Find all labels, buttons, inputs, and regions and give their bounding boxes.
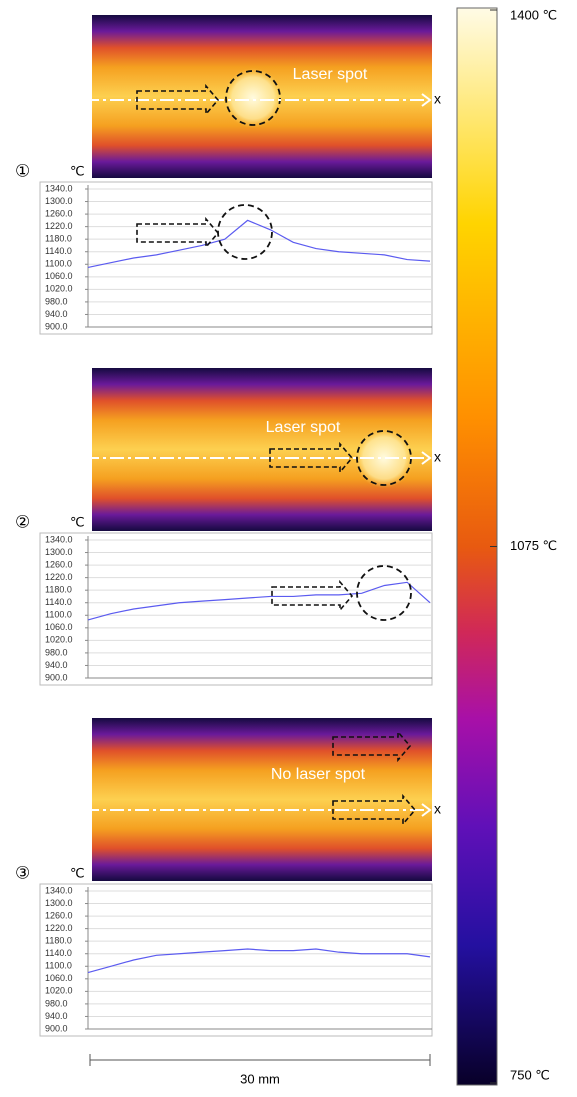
y-tick-label: 1300.0 — [45, 898, 73, 908]
y-tick-label: 1220.0 — [45, 923, 73, 933]
y-tick-label: 1220.0 — [45, 221, 73, 231]
y-tick-label: 1340.0 — [45, 183, 73, 193]
y-tick-label: 1140.0 — [45, 597, 72, 607]
y-tick-label: 1020.0 — [45, 986, 73, 996]
y-unit: ℃ — [70, 514, 85, 529]
y-tick-label: 1260.0 — [45, 910, 73, 920]
plot-frame — [40, 533, 432, 685]
y-tick-label: 1340.0 — [45, 534, 73, 544]
panel-label: ① — [15, 161, 30, 180]
colorbar-label: 1400 ℃ — [510, 7, 557, 22]
y-tick-label: 1060.0 — [45, 973, 73, 983]
y-tick-label: 980.0 — [45, 296, 68, 306]
y-tick-label: 1260.0 — [45, 208, 73, 218]
y-tick-label: 1060.0 — [45, 622, 73, 632]
axis-x-label: x — [434, 91, 441, 107]
y-tick-label: 940.0 — [45, 309, 68, 319]
y-tick-label: 1180.0 — [45, 234, 72, 244]
thermal-image — [92, 718, 432, 881]
laser-spot — [223, 68, 283, 128]
y-tick-label: 980.0 — [45, 998, 68, 1008]
y-tick-label: 1180.0 — [45, 936, 72, 946]
y-tick-label: 1020.0 — [45, 284, 73, 294]
y-unit: ℃ — [70, 163, 85, 178]
y-tick-label: 940.0 — [45, 1011, 68, 1021]
panel-label: ③ — [15, 863, 30, 882]
y-tick-label: 1060.0 — [45, 271, 73, 281]
y-tick-label: 1340.0 — [45, 885, 73, 895]
y-tick-label: 1140.0 — [45, 246, 72, 256]
y-tick-label: 1180.0 — [45, 585, 72, 595]
y-unit: ℃ — [70, 865, 85, 880]
axis-x-label: x — [434, 801, 441, 817]
y-tick-label: 1100.0 — [45, 610, 72, 620]
y-tick-label: 1260.0 — [45, 559, 73, 569]
image-annotation: Laser spot — [266, 419, 341, 436]
plot-frame — [40, 884, 432, 1036]
figure: 30 mm x Laser spot ① ℃ 1340.0 1300.0 1260.0 122… — [0, 0, 577, 1092]
image-annotation: No laser spot — [271, 766, 366, 783]
y-tick-label: 980.0 — [45, 647, 68, 657]
y-tick-label: 1100.0 — [45, 961, 72, 971]
y-tick-label: 1300.0 — [45, 547, 73, 557]
colorbar-label: 750 ℃ — [510, 1067, 550, 1082]
y-tick-label: 900.0 — [45, 1023, 68, 1033]
axis-x-label: x — [434, 449, 441, 465]
y-tick-label: 900.0 — [45, 321, 68, 331]
colorbar-label: 1075 ℃ — [510, 538, 557, 553]
y-tick-label: 1300.0 — [45, 196, 73, 206]
y-tick-label: 900.0 — [45, 672, 68, 682]
image-annotation: Laser spot — [293, 66, 368, 83]
scale-label: 30 mm — [240, 1071, 280, 1086]
y-tick-label: 1020.0 — [45, 635, 73, 645]
y-tick-label: 1100.0 — [45, 259, 72, 269]
y-tick-label: 940.0 — [45, 660, 68, 670]
y-tick-label: 1140.0 — [45, 948, 72, 958]
panel-label: ② — [15, 512, 30, 531]
y-tick-label: 1220.0 — [45, 572, 73, 582]
